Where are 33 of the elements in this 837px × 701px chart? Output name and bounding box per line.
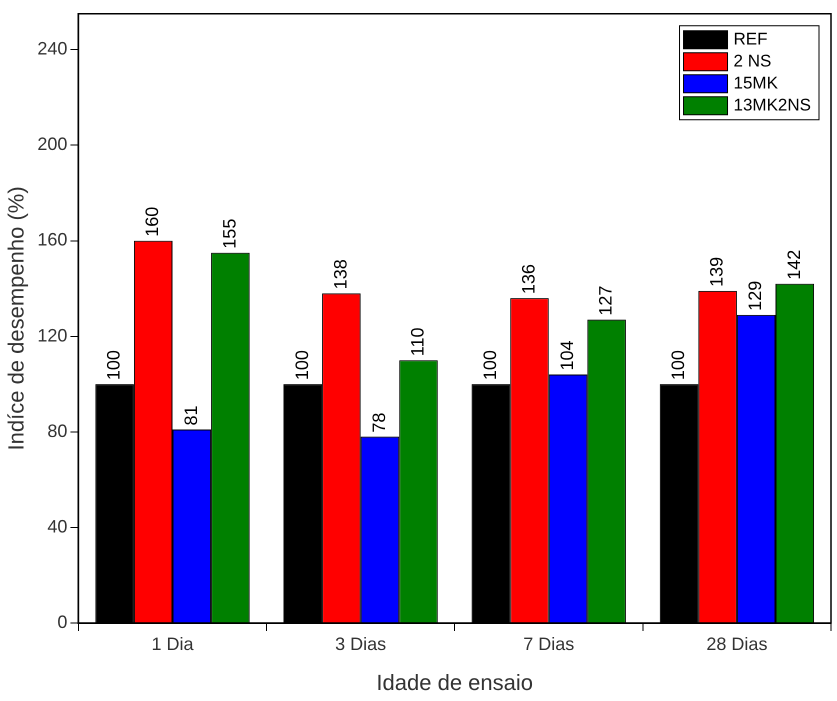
data-label: 129 (745, 280, 766, 311)
data-label: 142 (784, 250, 804, 280)
y-tick-label: 200 (37, 134, 68, 154)
data-label: 100 (292, 350, 312, 380)
x-tick-label: 7 Dias (523, 634, 574, 654)
data-label: 139 (706, 256, 727, 287)
data-label: 138 (330, 259, 350, 290)
legend-label: REF (734, 29, 768, 48)
x-tick-label: 3 Dias (335, 634, 386, 654)
x-tick-label: 1 Dia (151, 634, 194, 654)
legend-label: 13MK2NS (734, 95, 812, 114)
data-label: 155 (219, 218, 240, 249)
y-tick-label: 0 (57, 612, 68, 632)
y-tick-label: 120 (37, 325, 68, 346)
data-label: 100 (480, 350, 500, 380)
x-tick-label: 28 Dias (706, 634, 768, 654)
x-axis-title: Idade de ensaio (376, 670, 534, 695)
y-axis-title: Indíce de desempenho (%) (3, 186, 28, 450)
data-label: 104 (557, 340, 578, 371)
y-tick-label: 160 (37, 230, 68, 250)
y-tick-label: 240 (37, 38, 68, 59)
data-label: 78 (368, 412, 389, 433)
y-tick-label: 80 (47, 420, 68, 441)
data-label: 100 (668, 350, 688, 380)
data-label: 100 (104, 350, 124, 380)
data-label: 160 (142, 206, 162, 237)
data-label: 136 (518, 264, 538, 294)
legend-label: 15MK (734, 73, 779, 92)
legend-label: 2 NS (734, 51, 772, 70)
data-label: 110 (407, 328, 428, 356)
data-label: 127 (596, 286, 616, 316)
y-tick-label: 40 (47, 516, 68, 536)
data-label: 81 (180, 405, 201, 426)
